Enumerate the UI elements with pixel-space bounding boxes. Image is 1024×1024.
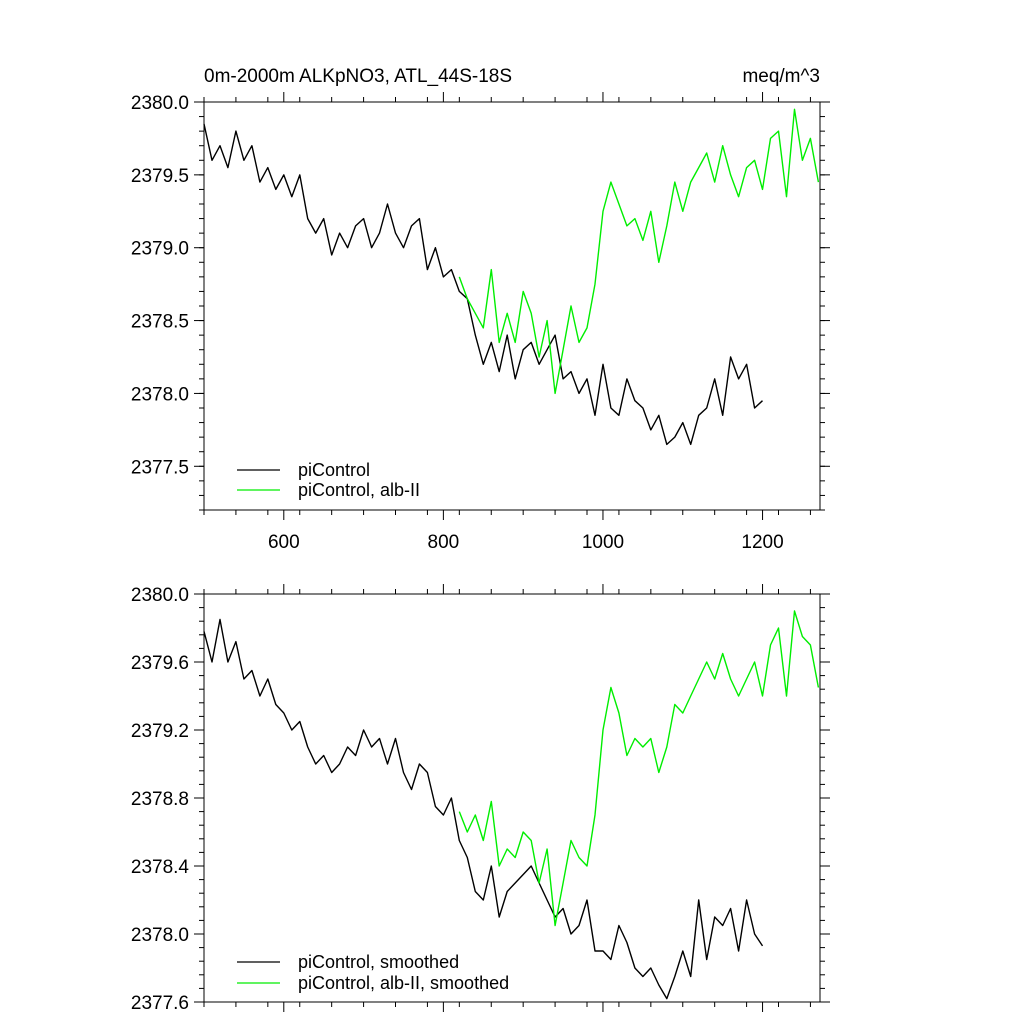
top-panel-units: meq/m^3 (742, 66, 820, 87)
y-tick-label: 2378.0 (131, 925, 189, 946)
y-tick-label: 2379.5 (131, 166, 189, 187)
y-tick-label: 2378.4 (131, 857, 190, 878)
bottom-panel-frame (203, 593, 821, 1003)
series-line-picontrol (203, 123, 763, 446)
y-tick-label: 2378.8 (131, 789, 189, 810)
y-tick-label: 2379.2 (131, 721, 189, 742)
y-tick-label: 2379.6 (131, 653, 189, 674)
bottom-panel: 2377.6 2378.0 2378.4 2378.8 2379.2 2379.6 2380… (131, 584, 830, 1014)
bottom-panel-legend: piControl, smoothed piControl, alb-II, s… (237, 952, 509, 993)
series-line-picontrol-smoothed (203, 618, 764, 1000)
top-panel-legend: piControl piControl, alb-II (237, 460, 420, 500)
top-panel-series (203, 108, 820, 446)
series-line-picontrol-alb-ii (458, 108, 820, 395)
x-tick-label: 1200 (741, 532, 783, 553)
bottom-panel-series (203, 610, 820, 1000)
top-panel: 0m-2000m ALKpNO3, ATL_44S-18S meq/m^3 23… (131, 66, 830, 553)
y-tick-label: 2380.0 (131, 93, 189, 114)
x-tick-label: 1000 (582, 532, 624, 553)
x-tick-label: 800 (428, 532, 460, 553)
legend-label-alb-ii: piControl, alb-II (298, 480, 420, 500)
top-panel-frame (203, 101, 821, 511)
top-panel-title: 0m-2000m ALKpNO3, ATL_44S-18S (204, 66, 512, 87)
y-tick-label: 2377.6 (131, 993, 189, 1014)
legend-label-alb-ii-smoothed: piControl, alb-II, smoothed (298, 973, 509, 993)
y-tick-label: 2377.5 (131, 457, 189, 478)
y-tick-label: 2378.5 (131, 312, 189, 333)
series-line-picontrol-alb-ii-smoothed (458, 610, 820, 927)
legend-label-picontrol: piControl (298, 460, 370, 480)
y-tick-label: 2380.0 (131, 585, 189, 606)
bottom-panel-axes: 2377.6 2378.0 2378.4 2378.8 2379.2 2379.6 2380… (131, 584, 830, 1014)
x-tick-label: 600 (268, 532, 300, 553)
legend-label-picontrol-smoothed: piControl, smoothed (298, 952, 459, 972)
y-tick-label: 2378.0 (131, 384, 189, 405)
y-tick-label: 2379.0 (131, 239, 189, 260)
top-panel-axes: 2377.5 2378.0 2378.5 2379.0 2379.5 2380.0 600 8… (131, 92, 830, 553)
